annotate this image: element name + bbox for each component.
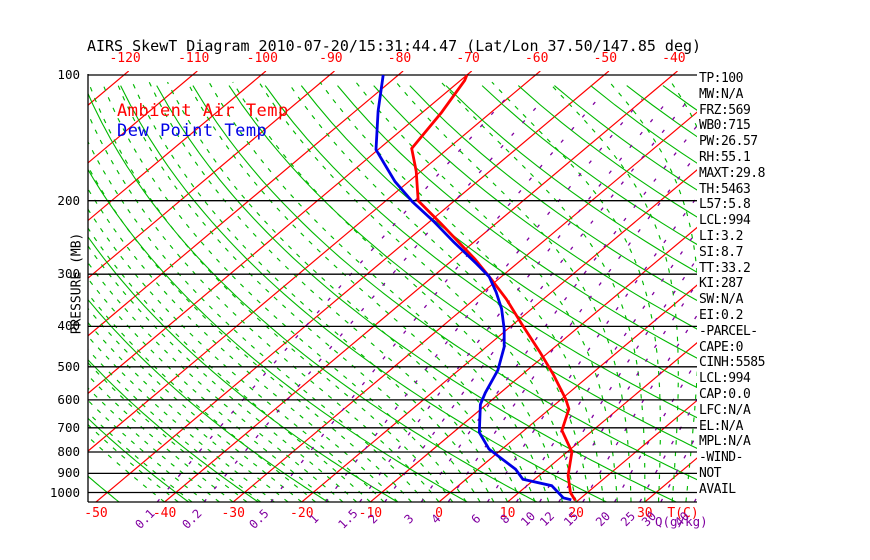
bottom-temp-tick-label: -20 <box>290 506 314 521</box>
pressure-tick-label: 500 <box>57 358 80 374</box>
stats-row: CINH:5585 <box>699 355 765 371</box>
pressure-tick-label: 700 <box>57 419 80 435</box>
stats-row: LI:3.2 <box>699 228 743 244</box>
top-temp-tick-label: -100 <box>246 51 278 66</box>
stats-row: LCL:994 <box>699 371 751 387</box>
stats-row: TP:100 <box>699 71 743 86</box>
top-temp-tick-label: -110 <box>178 51 210 66</box>
plot-frame <box>87 74 697 503</box>
moist-adiabat-lines <box>88 81 697 502</box>
bottom-temp-tick-label: -40 <box>152 506 177 521</box>
bottom-temp-tick-label: -30 <box>221 506 245 521</box>
pressure-tick-label: 100 <box>57 67 80 82</box>
profile-curves <box>374 74 577 502</box>
pressure-tick-label: 400 <box>57 318 80 334</box>
stats-row: TH:5463 <box>699 181 751 197</box>
top-temp-tick-label: -120 <box>109 51 141 66</box>
stats-row: LCL:994 <box>699 213 751 229</box>
pressure-tick-label: 300 <box>57 266 80 282</box>
top-temp-tick-label: -50 <box>593 51 618 66</box>
top-temp-tick-label: -40 <box>662 51 686 66</box>
stats-row: -PARCEL- <box>699 323 758 339</box>
mixing-ratio-axis-unit-label: Q(g/kg) <box>655 514 708 529</box>
bottom-temp-tick-label: 0 <box>435 506 443 521</box>
bottom-temp-tick-label: 20 <box>568 506 585 521</box>
bottom-temp-tick-label: 30 <box>636 506 653 521</box>
stats-row: MW:N/A <box>699 86 743 102</box>
stats-row: MPL:N/A <box>699 434 751 450</box>
stats-row: TT:33.2 <box>699 260 751 276</box>
pressure-tick-label: 800 <box>57 444 80 460</box>
stats-row: FRZ:569 <box>699 102 751 118</box>
stats-row: EI:0.2 <box>699 307 743 323</box>
top-temp-tick-label: -60 <box>524 51 549 66</box>
stats-row: L57:5.8 <box>699 197 751 213</box>
top-temp-tick-label: -70 <box>456 51 480 66</box>
stats-row: KI:287 <box>699 276 743 292</box>
stats-row: LFC:N/A <box>699 402 751 418</box>
dry-adiabat-lines <box>88 85 697 502</box>
bottom-temp-tick-label: -50 <box>84 506 108 521</box>
stats-row: WB0:715 <box>699 118 751 134</box>
stats-row: SI:8.7 <box>699 244 743 260</box>
chart-title: AIRS SkewT Diagram 2010-07-20/15:31:44.4… <box>86 37 702 55</box>
stats-row: RH:55.1 <box>699 149 751 165</box>
stats-row: CAPE:0 <box>699 339 743 355</box>
pressure-tick-label: 600 <box>57 391 80 407</box>
pressure-tick-label: 900 <box>57 465 80 481</box>
stats-row: MAXT:29.8 <box>699 165 765 181</box>
bottom-temp-tick-label: 10 <box>499 506 516 521</box>
stats-row: PW:26.57 <box>699 134 758 150</box>
stats-row: CAP:0.0 <box>699 386 751 402</box>
stats-row: SW:N/A <box>699 292 743 308</box>
stats-panel: TP:100 MW:N/A FRZ:569 WB0:715 PW:26.57 RH:55.… <box>699 71 765 498</box>
pressure-tick-label: 1000 <box>49 484 80 500</box>
legend-dew-point-temp: Dew Point Temp <box>117 121 268 141</box>
pressure-tick-label: 200 <box>57 192 80 208</box>
stats-row: AVAIL <box>699 481 736 497</box>
temp-axis-unit-label: T(C) <box>667 506 699 521</box>
top-temp-tick-label: -80 <box>387 51 412 66</box>
stats-row: EL:N/A <box>699 418 743 434</box>
stats-row: NOT <box>699 465 721 481</box>
pressure-gridlines <box>88 74 697 494</box>
legend-ambient-air-temp: Ambient Air Temp <box>117 101 289 121</box>
bottom-temp-tick-label: -10 <box>358 506 383 521</box>
top-temp-tick-label: -90 <box>319 51 343 66</box>
stats-row: -WIND- <box>699 450 743 466</box>
